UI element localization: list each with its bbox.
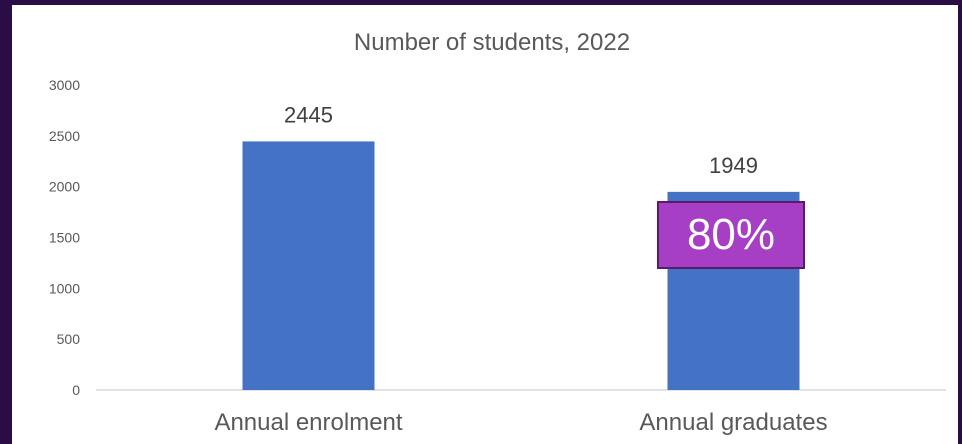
y-axis-ticks: 0 500 1000 1500 2000 2500 3000 [49, 77, 80, 398]
y-tick-label: 3000 [49, 77, 80, 93]
y-tick-label: 500 [57, 331, 81, 347]
y-tick-label: 1500 [49, 230, 80, 246]
x-category-label: Annual enrolment [214, 409, 402, 436]
bar-data-label: 2445 [284, 102, 333, 127]
bar-data-label: 1949 [709, 153, 758, 178]
x-axis-labels: Annual enrolment Annual graduates [214, 409, 827, 436]
bars [242, 141, 800, 390]
y-tick-label: 2500 [49, 128, 80, 144]
percentage-callout: 80% [657, 201, 805, 269]
chart-title: Number of students, 2022 [354, 29, 630, 56]
x-category-label: Annual graduates [639, 409, 827, 436]
y-tick-label: 0 [72, 382, 80, 398]
y-tick-label: 1000 [49, 280, 80, 296]
bar [242, 141, 375, 390]
data-labels: 2445 1949 [284, 102, 758, 177]
y-tick-label: 2000 [49, 179, 80, 195]
